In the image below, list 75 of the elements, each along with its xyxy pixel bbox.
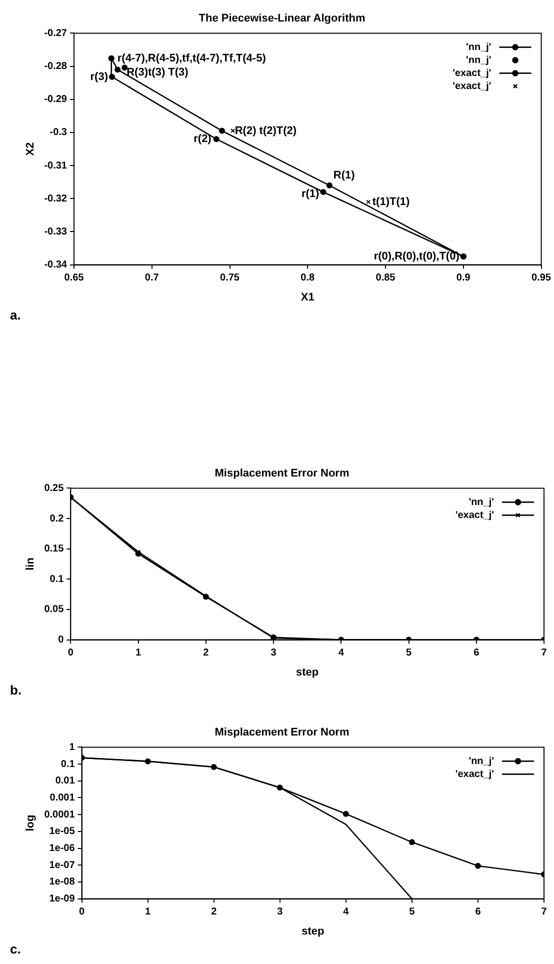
x-tick-label: 0.85 [376, 272, 396, 284]
y-tick-label: 0.15 [44, 544, 64, 555]
x-tick-label: 6 [475, 906, 482, 918]
x-axis-title: step [302, 925, 324, 938]
y-axis-title: lin [24, 557, 37, 570]
x-tick-label: 7 [541, 906, 548, 918]
y-axis-title: log [24, 814, 37, 832]
y-tick-label: 0.1 [50, 574, 64, 585]
annotation: R(1) [333, 169, 356, 182]
legend-label: 'exact_j' [455, 510, 494, 521]
legend-label: 'nn_j' [468, 756, 494, 767]
annotation: t(1)T(1) [372, 196, 410, 208]
x-tick-label: 5 [406, 648, 412, 659]
y-tick-label: 0.01 [55, 776, 76, 787]
y-tick-label: -0.28 [44, 61, 68, 72]
x-tick-label: 7 [541, 648, 548, 659]
annotation: r(4-7),R(4-5),tf,t(4-7),Tf,T(4-5) [117, 52, 266, 64]
text: a. [10, 308, 21, 323]
legend-label: 'exact_j' [452, 68, 492, 79]
y-tick-label: 0.1 [60, 758, 76, 770]
legend-label: 'nn_j' [466, 54, 492, 66]
y-tick-label: -0.33 [44, 226, 68, 238]
chart-title: Misplacement Error Norm [214, 468, 350, 480]
x-tick-label: 0.95 [532, 272, 552, 284]
y-tick-label: 1e-09 [49, 894, 76, 905]
legend-label: 'exact_j' [455, 768, 494, 780]
x-tick-label: 6 [474, 648, 480, 659]
x-tick-label: 4 [343, 906, 350, 918]
chart-title: The Piecewise-Linear Algorithm [198, 12, 366, 25]
y-tick-label: 1 [69, 742, 76, 753]
x-tick-label: 1 [136, 648, 142, 659]
x-tick-label: 0.75 [220, 272, 240, 284]
annotation: R(3)t(3) T(3) [126, 66, 189, 79]
x-axis-title: X1 [300, 291, 314, 304]
legend-label: 'exact_j' [452, 80, 492, 92]
chart-title: Misplacement Error Norm [214, 726, 350, 739]
y-axis-title: X2 [24, 142, 37, 156]
x-tick-label: 4 [338, 648, 344, 659]
x-tick-label: 0.65 [64, 272, 84, 284]
y-tick-label: 0.25 [44, 482, 64, 494]
x-tick-label: 2 [211, 906, 218, 918]
x-axis-title: step [296, 666, 319, 678]
y-tick-label: 0 [58, 634, 64, 646]
y-tick-label: 0.05 [44, 604, 64, 616]
x-tick-label: 3 [270, 648, 277, 659]
y-tick-label: 1e-08 [49, 876, 76, 888]
annotation: r(0),R(0),t(0),T(0) [374, 250, 460, 263]
text: b. [10, 682, 22, 698]
y-tick-label: 1e-06 [49, 843, 76, 854]
text: c. [10, 942, 21, 957]
x-tick-label: 0.9 [456, 272, 471, 284]
y-tick-label: -0.3 [50, 127, 68, 138]
x-tick-label: 0.8 [300, 272, 316, 284]
y-tick-label: -0.32 [44, 193, 68, 204]
y-tick-label: -0.27 [44, 28, 68, 39]
annotation: r(3) [90, 70, 108, 83]
x-tick-label: 0 [79, 906, 86, 918]
x-tick-label: 5 [409, 906, 416, 918]
x-tick-label: 0.7 [144, 272, 160, 284]
y-tick-label: 0.001 [50, 792, 76, 804]
x-tick-label: 1 [145, 906, 152, 918]
annotation: R(2) t(2)T(2) [234, 124, 297, 137]
y-tick-label: 0.2 [50, 513, 64, 524]
legend-label: 'nn_j' [466, 42, 492, 53]
y-tick-label: 0.0001 [44, 809, 76, 820]
annotation: r(2) [194, 133, 212, 146]
y-tick-label: 1e-07 [49, 860, 76, 871]
x-tick-label: 3 [277, 906, 284, 918]
y-tick-label: -0.34 [44, 260, 68, 271]
annotation: r(1) [301, 188, 320, 200]
y-tick-label: -0.31 [44, 160, 68, 172]
y-tick-label: 1e-05 [49, 826, 76, 838]
x-tick-label: 2 [203, 648, 210, 659]
y-tick-label: -0.29 [44, 94, 68, 106]
legend-label: 'nn_j' [468, 496, 494, 508]
